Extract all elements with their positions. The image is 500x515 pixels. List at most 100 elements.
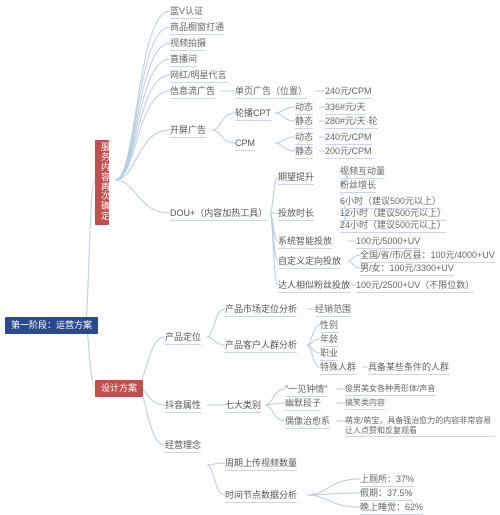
section-design: 设计方案 (95, 380, 143, 397)
leaf-label: 100元/5000+UV (356, 236, 420, 246)
tree-leaf-detail: 280#元/天·轮 (325, 116, 378, 129)
tree-leaf: 网红/明星代言 (170, 70, 227, 83)
node-label: 静态 (295, 116, 313, 126)
node-label: 性别 (320, 320, 338, 330)
leaf-label: 萌宠/萌宝，具备强治愈力的内容非常容易让人点赞和反复观看 (345, 416, 491, 435)
tree-leaf: 幽默段子 (285, 398, 321, 411)
tree-leaf: 偶像治愈系 (285, 416, 330, 429)
tree-leaf: 年龄 (320, 334, 338, 347)
tree-branch: 产品客户人群分析 (225, 340, 297, 353)
tree-leaf-detail: 336#元/天 (325, 102, 366, 115)
node-label: 视频互动量 (340, 166, 385, 176)
tree-leaf-detail: 萌宠/萌宝，具备强治愈力的内容非常容易让人点赞和反复观看 (345, 416, 495, 437)
leaf-label: 100元/2500+UV（不限位数） (356, 280, 474, 290)
tree-branch: 经营理念 (165, 440, 201, 453)
node-label: 经营理念 (165, 440, 201, 450)
tree-branch: 轮播CPT (235, 108, 271, 121)
node-label: 直播间 (170, 54, 197, 64)
node-label: 设计方案 (101, 383, 137, 393)
tree-leaf: "一见钟情" (285, 384, 327, 397)
root-node: 第一阶段：运营方案 (5, 317, 98, 334)
node-label: 服务内容再次确定 (101, 142, 110, 221)
tree-leaf-detail: 240元/CPM (325, 86, 372, 99)
tree-leaf-detail: 俊男美女各种秀形体/声音 (345, 384, 435, 396)
tree-leaf: 上厕所：37% (360, 474, 414, 487)
node-label: 男/女：100元/3300+UV (360, 263, 454, 273)
node-label: 第一阶段：运营方案 (11, 320, 92, 330)
tree-branch: 投放时长 (278, 208, 314, 221)
node-label: 投放时长 (278, 208, 314, 218)
node-label: 年龄 (320, 334, 338, 344)
node-label: CPM (235, 138, 255, 148)
tree-leaf: 24小时（建议500元以上） (340, 220, 446, 233)
node-label: 幽默段子 (285, 398, 321, 408)
node-label: 网红/明星代言 (170, 70, 227, 80)
leaf-label: 280#元/天·轮 (325, 116, 378, 126)
tree-leaf: 静态 (295, 146, 313, 159)
node-label: 视频拍摄 (170, 38, 206, 48)
tree-branch: 产品定位 (165, 332, 201, 345)
tree-leaf-detail: 100元/2500+UV（不限位数） (356, 280, 474, 293)
tree-leaf: 6小时（建议500元以上） (340, 196, 441, 209)
tree-branch: DOU+（内容加热工具） (170, 208, 267, 221)
section-service: 服务内容再次确定 (95, 140, 109, 225)
tree-leaf: 商品橱窗打通 (170, 22, 224, 35)
node-label: 抖音属性 (165, 400, 201, 410)
leaf-label: 搞笑类内容 (345, 398, 385, 407)
node-label: 信息流广告 (170, 86, 215, 96)
tree-leaf: 晚上睡觉：62% (360, 502, 423, 515)
tree-leaf-detail: 240元/CPM (325, 132, 372, 145)
tree-leaf-detail: 200元/CPM (325, 146, 372, 159)
node-label: 偶像治愈系 (285, 416, 330, 426)
node-label: 动态 (295, 132, 313, 142)
node-label: 特殊人群 (320, 362, 356, 372)
tree-branch: 开屏广告 (170, 125, 206, 138)
node-label: 系统智能投放 (278, 236, 332, 246)
node-label: 时间节点数据分析 (225, 490, 297, 500)
node-label: 职业 (320, 348, 338, 358)
tree-leaf: 职业 (320, 348, 338, 361)
tree-leaf: 性别 (320, 320, 338, 333)
leaf-label: 具备某些条件的人群 (368, 362, 449, 372)
tree-branch: 七大类别 (225, 400, 261, 413)
node-label: 商品橱窗打通 (170, 22, 224, 32)
node-label: DOU+（内容加热工具） (170, 208, 267, 218)
leaf-label: 经销范围 (315, 304, 351, 314)
node-label: 静态 (295, 146, 313, 156)
tree-branch: 期望提升 (278, 172, 314, 185)
tree-leaf: 动态 (295, 102, 313, 115)
node-label: 开屏广告 (170, 125, 206, 135)
tree-branch: 达人相似粉丝投放 (278, 280, 350, 293)
tree-branch: 周期上传视频数量 (225, 458, 297, 471)
tree-leaf-detail: 搞笑类内容 (345, 398, 385, 410)
node-label: 6小时（建议500元以上） (340, 196, 441, 206)
node-label: 七大类别 (225, 400, 261, 410)
leaf-label: 240元/CPM (325, 132, 372, 142)
tree-leaf-detail: 经销范围 (315, 304, 351, 317)
leaf-label: 俊男美女各种秀形体/声音 (345, 384, 435, 393)
node-label: 粉丝增长 (340, 180, 376, 190)
node-label: 假期：37.5% (360, 488, 413, 498)
leaf-label: 336#元/天 (325, 102, 366, 112)
tree-branch: CPM (235, 138, 255, 151)
node-label: 蓝V认证 (170, 6, 203, 16)
node-label: 达人相似粉丝投放 (278, 280, 350, 290)
tree-leaf: 静态 (295, 116, 313, 129)
leaf-label: 240元/CPM (325, 86, 372, 96)
node-label: 轮播CPT (235, 108, 271, 118)
tree-leaf: 特殊人群 (320, 362, 356, 375)
node-label: 24小时（建议500元以上） (340, 220, 446, 230)
leaf-label: 200元/CPM (325, 146, 372, 156)
tree-leaf: 全国/省/市/区县：100元/4000+UV (360, 250, 495, 263)
tree-leaf: 假期：37.5% (360, 488, 413, 501)
tree-leaf: 单页广告（位置） (235, 86, 307, 99)
node-label: 晚上睡觉：62% (360, 502, 423, 512)
tree-branch: 时间节点数据分析 (225, 490, 297, 503)
node-label: 单页广告（位置） (235, 86, 307, 96)
node-label: 期望提升 (278, 172, 314, 182)
node-label: "一见钟情" (285, 384, 327, 394)
tree-branch: 产品市场定位分析 (225, 304, 297, 317)
tree-leaf: 直播间 (170, 54, 197, 67)
tree-leaf: 视频互动量 (340, 166, 385, 179)
tree-leaf: 动态 (295, 132, 313, 145)
